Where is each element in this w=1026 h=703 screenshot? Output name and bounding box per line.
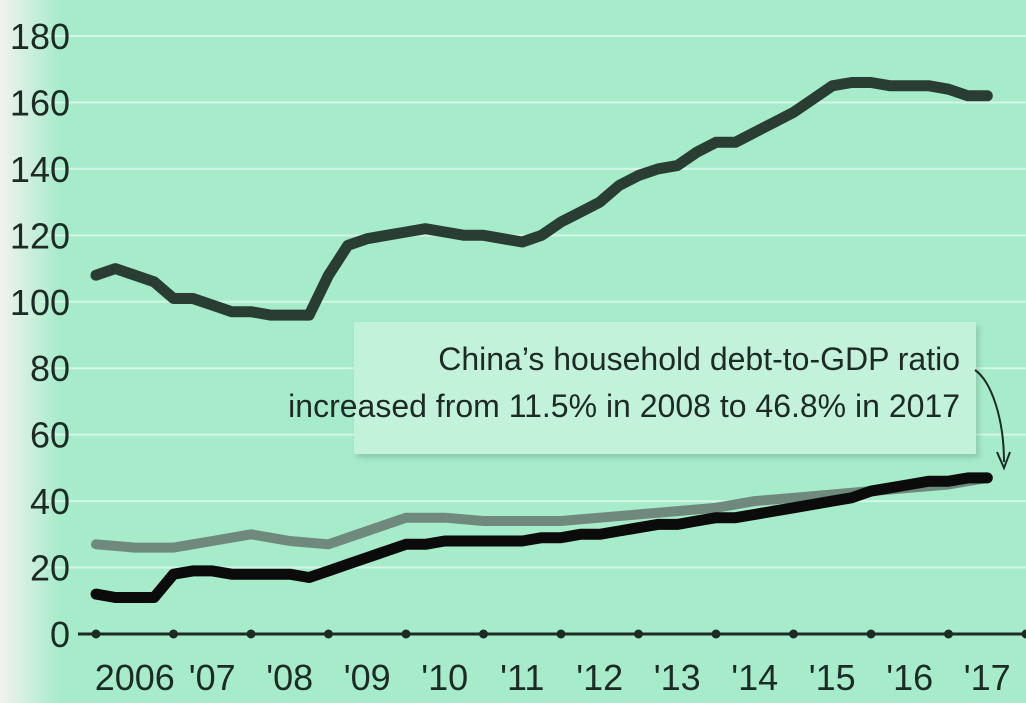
annotation-box: [354, 322, 976, 454]
x-tick-label: 2006: [95, 657, 175, 698]
x-tick-mark: [866, 629, 876, 639]
x-tick-label: '12: [576, 657, 623, 698]
annotation-arrow: [974, 369, 1005, 463]
x-tick-mark: [789, 629, 798, 639]
x-tick-mark: [401, 629, 411, 639]
left-edge-fade: [0, 0, 60, 703]
x-tick-label: '13: [654, 657, 701, 698]
x-axis-ticks: 2006 '07 '08 '09 '10 '11 '12 '13 '14 '15 '16 '17: [95, 657, 1011, 698]
y-tick-label: 80: [30, 348, 70, 389]
x-tick-label: '10: [421, 657, 468, 698]
y-tick-label: 160: [10, 82, 70, 123]
series-3-line: [90, 472, 993, 603]
y-tick-label: 60: [30, 415, 70, 456]
x-tick-label: '07: [189, 657, 236, 698]
x-tick-mark: [634, 629, 643, 639]
y-axis-ticks: 0 20 40 60 80 100 120 140 160 180: [10, 16, 70, 655]
x-tick-label: '09: [344, 657, 391, 698]
y-tick-label: 0: [50, 614, 70, 655]
x-tick-label: '11: [500, 657, 544, 698]
x-tick-mark: [169, 629, 178, 639]
y-tick-label: 100: [10, 282, 70, 323]
annotation: China’s household debt-to-GDP ratio incr…: [288, 322, 1011, 471]
x-tick-mark: [711, 629, 721, 639]
x-tick-label: '16: [886, 657, 933, 698]
series-2-line: [91, 472, 993, 553]
series-lines: [90, 77, 993, 603]
y-tick-label: 140: [10, 149, 70, 190]
x-tick-mark: [1021, 629, 1026, 639]
y-tick-label: 180: [10, 16, 70, 57]
x-tick-label: '08: [266, 657, 313, 698]
x-tick-mark: [324, 629, 333, 639]
x-tick-mark: [479, 629, 488, 639]
annotation-line-2: increased from 11.5% in 2008 to 46.8% in…: [288, 388, 960, 424]
x-tick-mark: [91, 629, 101, 639]
series-1-line: [90, 77, 993, 321]
x-axis: [78, 629, 1026, 639]
y-tick-label: 20: [30, 548, 70, 589]
x-tick-label: '14: [731, 657, 778, 698]
x-tick-label: '15: [809, 657, 856, 698]
annotation-arrow-head: [996, 451, 1011, 471]
y-tick-label: 120: [10, 215, 70, 256]
x-tick-mark: [246, 629, 256, 639]
annotation-line-1: China’s household debt-to-GDP ratio: [438, 341, 960, 377]
x-tick-mark: [944, 629, 953, 639]
y-tick-label: 40: [30, 481, 70, 522]
x-tick-mark: [556, 629, 566, 639]
x-tick-label: '17: [964, 657, 1011, 698]
